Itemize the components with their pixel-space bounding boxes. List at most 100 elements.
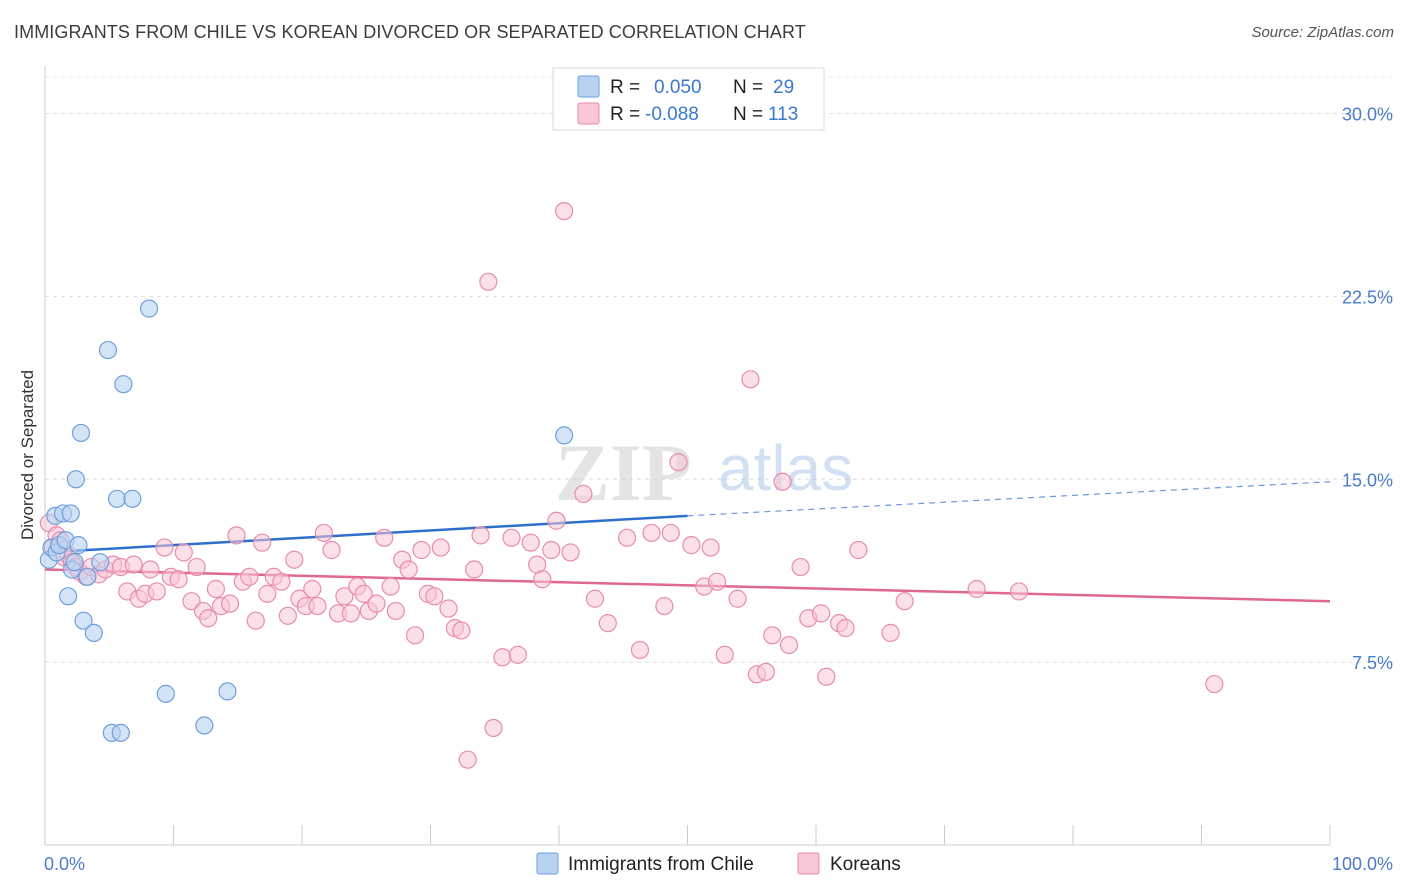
point-korean xyxy=(881,623,900,642)
point-korean xyxy=(682,536,701,555)
point-korean xyxy=(381,577,400,596)
point-korean xyxy=(642,523,661,543)
point-korean xyxy=(354,584,373,603)
point-chile xyxy=(555,426,574,445)
point-chile xyxy=(66,470,85,489)
point-korean xyxy=(630,640,650,660)
point-korean xyxy=(341,604,360,623)
point-korean xyxy=(439,599,458,618)
point-korean xyxy=(465,560,484,579)
point-korean xyxy=(322,540,341,560)
point-korean xyxy=(386,601,405,621)
point-chile xyxy=(156,684,175,703)
point-chile xyxy=(98,340,118,360)
point-korean xyxy=(715,645,734,664)
point-korean xyxy=(240,567,259,586)
point-korean xyxy=(655,596,674,616)
point-korean xyxy=(521,533,540,552)
y-tick-label: 7.5% xyxy=(1352,653,1393,673)
point-korean xyxy=(272,572,291,591)
point-korean xyxy=(756,662,775,681)
point-korean xyxy=(707,572,727,591)
y-axis-title: Divorced or Separated xyxy=(18,370,37,540)
stats-legend: R = 0.050 N = 29 R = -0.088 N = 113 xyxy=(552,67,825,131)
point-chile xyxy=(71,423,91,443)
point-korean xyxy=(791,557,810,577)
x-tick-label-max: 100.0% xyxy=(1332,854,1393,874)
bottom-legend-swatch-koreans xyxy=(797,852,820,875)
point-korean xyxy=(836,618,855,638)
point-korean xyxy=(555,201,574,221)
point-korean xyxy=(598,614,617,633)
point-chile xyxy=(84,623,103,642)
point-korean xyxy=(246,611,265,630)
legend-n-value-2: 113 xyxy=(768,104,798,125)
point-chile xyxy=(107,489,127,508)
point-korean xyxy=(502,528,521,547)
legend-n-label-2: N = xyxy=(733,104,763,125)
legend-n-label-1: N = xyxy=(733,77,763,98)
point-korean xyxy=(220,594,240,613)
point-korean xyxy=(895,592,914,611)
legend-swatch-chile xyxy=(577,75,600,98)
point-korean xyxy=(542,540,561,560)
point-korean xyxy=(547,511,566,530)
point-korean xyxy=(155,538,174,557)
bottom-legend-label-chile: Immigrants from Chile xyxy=(568,854,754,875)
point-chile xyxy=(69,536,88,555)
watermark-atlas: atlas xyxy=(718,432,853,504)
point-korean xyxy=(458,750,477,769)
point-korean xyxy=(253,533,272,552)
point-korean xyxy=(701,538,720,557)
bottom-legend-swatch-chile xyxy=(536,852,559,875)
point-korean xyxy=(258,584,277,603)
point-korean xyxy=(169,570,188,589)
point-korean xyxy=(817,667,836,686)
point-korean xyxy=(124,555,143,574)
legend-r-label-2: R = xyxy=(610,104,640,125)
point-korean xyxy=(335,587,354,606)
point-chile xyxy=(61,504,80,523)
point-korean xyxy=(431,538,450,557)
point-chile xyxy=(59,587,78,606)
point-korean xyxy=(1009,582,1029,601)
point-korean xyxy=(367,594,386,613)
y-tick-labels: 7.5% 15.0% 22.5% 30.0% xyxy=(1342,105,1393,674)
legend-swatch-koreans xyxy=(577,102,600,125)
point-chile xyxy=(218,682,237,701)
point-korean xyxy=(227,526,246,545)
point-korean xyxy=(199,609,218,628)
point-korean xyxy=(574,484,593,504)
point-korean xyxy=(618,528,637,547)
point-korean xyxy=(425,587,444,606)
point-korean xyxy=(779,635,799,655)
point-korean xyxy=(303,579,322,599)
point-chile xyxy=(111,723,130,742)
point-korean xyxy=(484,718,503,738)
point-korean xyxy=(967,579,986,599)
source-attribution: Source: ZipAtlas.com xyxy=(1251,24,1394,41)
legend-r-value-1: 0.050 xyxy=(654,77,702,98)
point-korean xyxy=(773,472,792,491)
point-korean xyxy=(399,560,418,579)
axes xyxy=(44,66,1331,846)
point-korean xyxy=(479,272,498,291)
point-korean xyxy=(141,560,160,579)
point-chile xyxy=(123,489,142,508)
point-korean xyxy=(375,528,394,547)
y-tick-label: 15.0% xyxy=(1342,470,1393,490)
bottom-legend-label-koreans: Koreans xyxy=(830,854,901,875)
point-korean xyxy=(812,604,831,623)
point-chile xyxy=(65,553,84,572)
point-korean xyxy=(561,543,580,562)
point-korean xyxy=(763,626,782,645)
point-korean xyxy=(533,570,552,589)
point-korean xyxy=(412,540,431,560)
series-chile xyxy=(39,299,574,742)
trend-lines xyxy=(44,481,1331,603)
watermark-zip: ZIP xyxy=(555,427,692,518)
x-tick-label-min: 0.0% xyxy=(44,854,85,874)
point-chile xyxy=(114,375,133,394)
point-korean xyxy=(508,645,527,664)
